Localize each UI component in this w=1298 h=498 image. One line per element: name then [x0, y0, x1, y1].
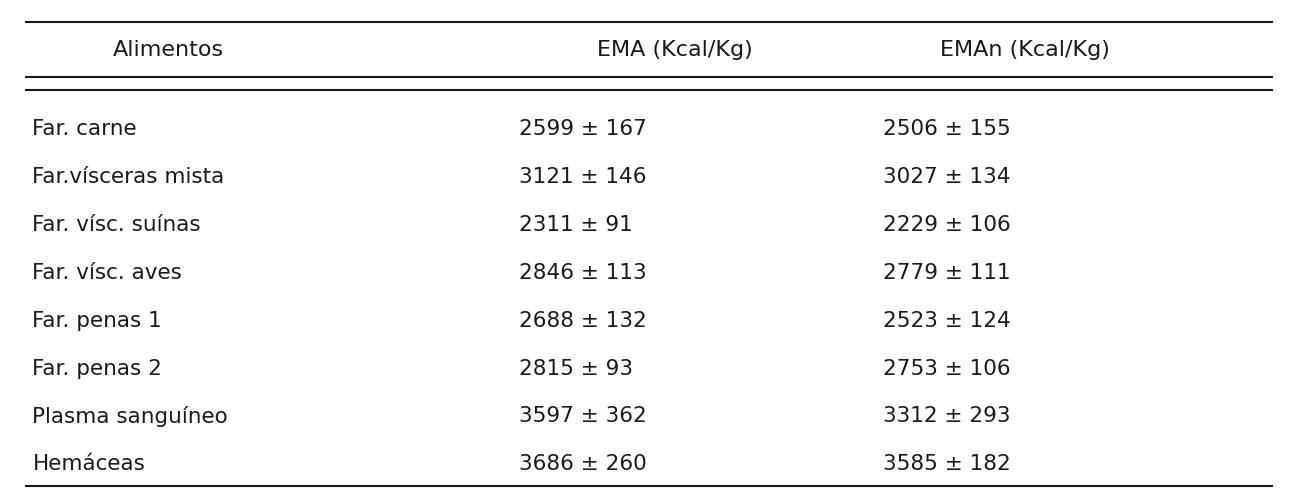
Text: 3027 ± 134: 3027 ± 134: [883, 167, 1010, 187]
Text: Far.vísceras mista: Far.vísceras mista: [32, 167, 225, 187]
Text: 3597 ± 362: 3597 ± 362: [519, 406, 646, 426]
Text: 2779 ± 111: 2779 ± 111: [883, 263, 1010, 283]
Text: 2846 ± 113: 2846 ± 113: [519, 263, 646, 283]
Text: Far. vísc. aves: Far. vísc. aves: [32, 263, 182, 283]
Text: 2523 ± 124: 2523 ± 124: [883, 311, 1010, 331]
Text: 3121 ± 146: 3121 ± 146: [519, 167, 646, 187]
Text: 2229 ± 106: 2229 ± 106: [883, 215, 1010, 235]
Text: Alimentos: Alimentos: [113, 40, 225, 60]
Text: 2506 ± 155: 2506 ± 155: [883, 120, 1010, 139]
Text: 2753 ± 106: 2753 ± 106: [883, 359, 1010, 378]
Text: 3585 ± 182: 3585 ± 182: [883, 454, 1010, 474]
Text: Hemáceas: Hemáceas: [32, 454, 145, 474]
Text: 2311 ± 91: 2311 ± 91: [519, 215, 633, 235]
Text: Far. carne: Far. carne: [32, 120, 138, 139]
Text: 3686 ± 260: 3686 ± 260: [519, 454, 646, 474]
Text: Far. penas 1: Far. penas 1: [32, 311, 162, 331]
Text: 2688 ± 132: 2688 ± 132: [519, 311, 646, 331]
Text: Far. penas 2: Far. penas 2: [32, 359, 162, 378]
Text: 2599 ± 167: 2599 ± 167: [519, 120, 648, 139]
Text: 2815 ± 93: 2815 ± 93: [519, 359, 633, 378]
Text: 3312 ± 293: 3312 ± 293: [883, 406, 1010, 426]
Text: EMA (Kcal/Kg): EMA (Kcal/Kg): [597, 40, 753, 60]
Text: Far. vísc. suínas: Far. vísc. suínas: [32, 215, 201, 235]
Text: EMAn (Kcal/Kg): EMAn (Kcal/Kg): [941, 40, 1110, 60]
Text: Plasma sanguíneo: Plasma sanguíneo: [32, 406, 228, 427]
